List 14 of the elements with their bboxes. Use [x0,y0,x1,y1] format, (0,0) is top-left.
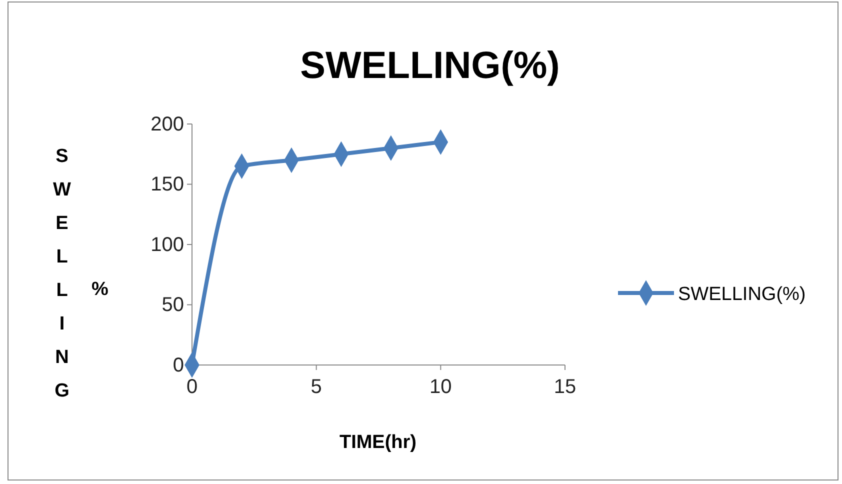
x-axis-title: TIME(hr) [339,432,417,453]
y-tick-label: 200 [150,113,184,136]
legend-label: SWELLING(%) [678,284,806,305]
text: % [92,279,109,300]
x-tick-label: 15 [554,376,576,398]
x-tick-label: 5 [310,376,322,398]
y-tick-label: 0 [172,354,184,376]
y-axis-title: SWELLING [53,146,72,402]
x-tick-label: 0 [186,376,198,398]
chart-title: SWELLING(%) [300,45,560,87]
y-tick-label: 50 [162,294,184,316]
y-tick-label: 100 [150,234,184,256]
y-tick-label: 150 [150,174,184,196]
x-tick-label: 10 [430,376,452,398]
